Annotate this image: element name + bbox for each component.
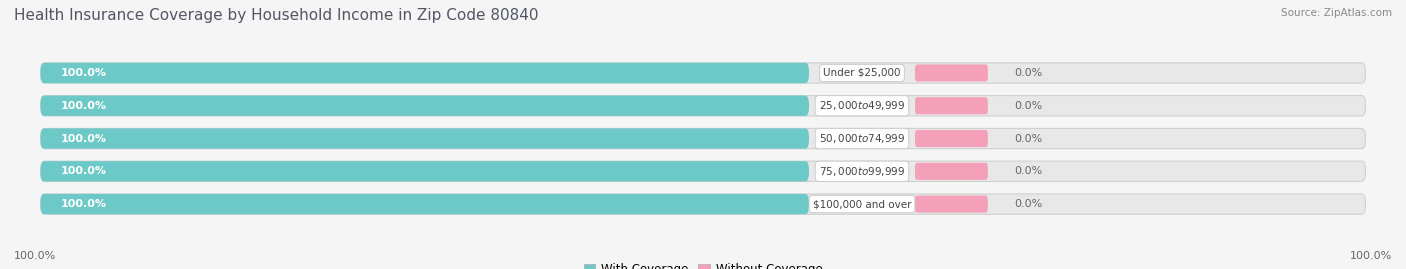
- Text: 0.0%: 0.0%: [1014, 101, 1043, 111]
- Text: 0.0%: 0.0%: [1014, 199, 1043, 209]
- FancyBboxPatch shape: [915, 163, 988, 180]
- Text: 0.0%: 0.0%: [1014, 68, 1043, 78]
- Text: 100.0%: 100.0%: [1350, 251, 1392, 261]
- Text: Under $25,000: Under $25,000: [824, 68, 901, 78]
- FancyBboxPatch shape: [41, 194, 808, 214]
- Text: 100.0%: 100.0%: [14, 251, 56, 261]
- Text: 0.0%: 0.0%: [1014, 133, 1043, 144]
- Text: $50,000 to $74,999: $50,000 to $74,999: [818, 132, 905, 145]
- Text: 100.0%: 100.0%: [60, 68, 107, 78]
- FancyBboxPatch shape: [41, 63, 1365, 83]
- FancyBboxPatch shape: [41, 63, 808, 83]
- FancyBboxPatch shape: [915, 65, 988, 82]
- Text: $25,000 to $49,999: $25,000 to $49,999: [818, 99, 905, 112]
- Text: 100.0%: 100.0%: [60, 166, 107, 176]
- Text: Source: ZipAtlas.com: Source: ZipAtlas.com: [1281, 8, 1392, 18]
- FancyBboxPatch shape: [915, 97, 988, 114]
- FancyBboxPatch shape: [41, 95, 808, 116]
- FancyBboxPatch shape: [915, 196, 988, 213]
- FancyBboxPatch shape: [41, 194, 1365, 214]
- Text: 0.0%: 0.0%: [1014, 166, 1043, 176]
- Legend: With Coverage, Without Coverage: With Coverage, Without Coverage: [579, 258, 827, 269]
- FancyBboxPatch shape: [41, 95, 1365, 116]
- FancyBboxPatch shape: [41, 128, 1365, 149]
- Text: $100,000 and over: $100,000 and over: [813, 199, 911, 209]
- Text: Health Insurance Coverage by Household Income in Zip Code 80840: Health Insurance Coverage by Household I…: [14, 8, 538, 23]
- Text: 100.0%: 100.0%: [60, 133, 107, 144]
- Text: 100.0%: 100.0%: [60, 101, 107, 111]
- FancyBboxPatch shape: [41, 161, 808, 182]
- Text: $75,000 to $99,999: $75,000 to $99,999: [818, 165, 905, 178]
- FancyBboxPatch shape: [41, 128, 808, 149]
- FancyBboxPatch shape: [41, 161, 1365, 182]
- Text: 100.0%: 100.0%: [60, 199, 107, 209]
- FancyBboxPatch shape: [915, 130, 988, 147]
